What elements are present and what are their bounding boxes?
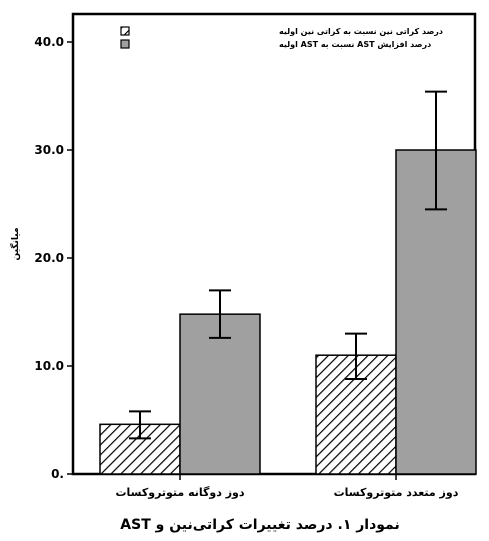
error-bars-group xyxy=(129,90,447,440)
legend: درصد کراتی نین نسبت به کراتی نین اولیه د… xyxy=(120,26,443,50)
legend-swatch-gray xyxy=(120,39,130,49)
legend-label-creatinine: درصد کراتی نین نسبت به کراتی نین اولیه xyxy=(279,27,443,36)
figure-caption: نمودار ۱. درصد تغییرات کراتی‌نین و AST xyxy=(120,517,399,533)
y-tick-label: 0. xyxy=(51,467,64,481)
x-category-label: دوز دوگانه متوتروکسات xyxy=(115,486,244,499)
x-axis-categories: دوز متعدد متوتروکسات دوز دوگانه متوتروکسا… xyxy=(115,474,459,499)
y-tick-label: 30.0 xyxy=(34,143,64,157)
bars-group xyxy=(99,149,477,475)
y-axis: 0. 10.0 20.0 30.0 40.0 xyxy=(34,35,73,481)
y-tick-label: 10.0 xyxy=(34,359,64,373)
legend-swatch-hatched xyxy=(120,26,130,36)
y-tick-label: 20.0 xyxy=(34,251,64,265)
bar-ast-1 xyxy=(179,313,261,475)
error-bar xyxy=(129,410,151,440)
error-bar xyxy=(209,289,231,339)
y-tick-label: 40.0 xyxy=(34,35,64,49)
error-bar xyxy=(345,332,367,380)
x-category-label: دوز متعدد متوتروکسات xyxy=(334,486,459,499)
legend-label-ast: درصد افزایش AST نسبت به AST اولیه xyxy=(279,40,431,50)
error-bar xyxy=(425,90,447,211)
y-axis-title: میانگین xyxy=(9,227,21,260)
